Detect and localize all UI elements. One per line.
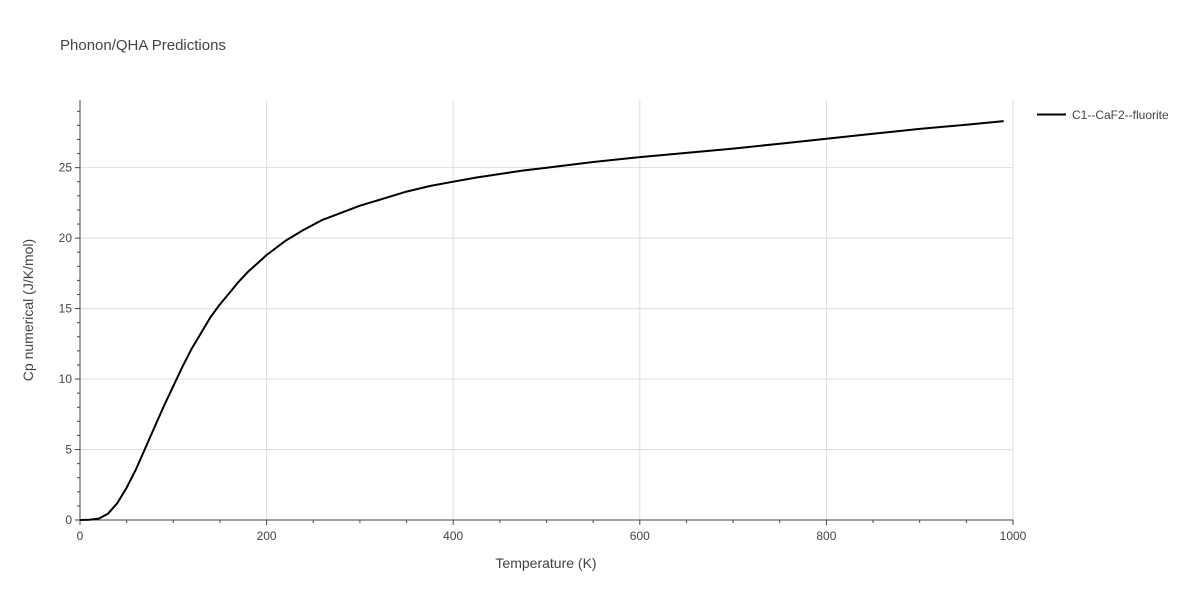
chart-title: Phonon/QHA Predictions	[60, 37, 226, 54]
series-line	[79, 120, 1004, 521]
y-tick-label: 0	[65, 513, 72, 527]
x-tick-label: 400	[443, 529, 463, 543]
legend[interactable]: C1--CaF2--fluorite	[1037, 108, 1169, 122]
x-tick-label: 800	[816, 529, 836, 543]
y-tick-label: 25	[59, 161, 73, 175]
x-tick-label: 600	[630, 529, 650, 543]
y-tick-label: 20	[59, 231, 73, 245]
y-tick-label: 5	[65, 443, 72, 457]
x-tick-label: 0	[77, 529, 84, 543]
axes: 0 200 400 600 800 1000 0 5 10 15 20 25	[59, 100, 1027, 543]
legend-label: C1--CaF2--fluorite	[1072, 108, 1169, 122]
y-tick-label: 10	[59, 372, 73, 386]
y-tick-label: 15	[59, 302, 73, 316]
x-axis-title: Temperature (K)	[495, 555, 596, 571]
x-tick-label: 1000	[1000, 529, 1027, 543]
x-tick-label: 200	[257, 529, 277, 543]
grid	[80, 100, 1014, 520]
series-layer	[79, 120, 1004, 521]
y-axis-title: Cp numerical (J/K/mol)	[20, 239, 36, 381]
